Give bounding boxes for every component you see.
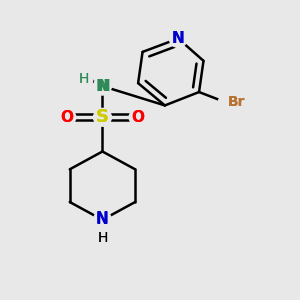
Text: N: N: [96, 211, 109, 226]
Text: N: N: [172, 31, 184, 46]
Text: N: N: [96, 79, 109, 94]
Circle shape: [94, 108, 111, 126]
Text: S: S: [96, 108, 109, 126]
Text: Br: Br: [227, 95, 245, 110]
Text: O: O: [132, 110, 145, 125]
Text: Br: Br: [227, 95, 245, 110]
Circle shape: [169, 30, 187, 47]
Circle shape: [58, 108, 76, 126]
Text: N: N: [172, 31, 184, 46]
Text: N: N: [96, 212, 109, 227]
Circle shape: [94, 77, 111, 95]
Circle shape: [94, 229, 111, 247]
Text: H: H: [97, 231, 108, 245]
Text: N: N: [98, 79, 110, 94]
Text: H: H: [79, 72, 89, 86]
Text: O: O: [60, 110, 73, 125]
Circle shape: [218, 94, 236, 111]
Circle shape: [75, 70, 93, 88]
Text: H: H: [97, 231, 108, 245]
Circle shape: [129, 108, 147, 126]
Text: O: O: [132, 110, 145, 125]
Text: O: O: [60, 110, 73, 125]
Text: S: S: [96, 108, 109, 126]
Circle shape: [94, 211, 111, 229]
Text: H: H: [79, 72, 89, 86]
